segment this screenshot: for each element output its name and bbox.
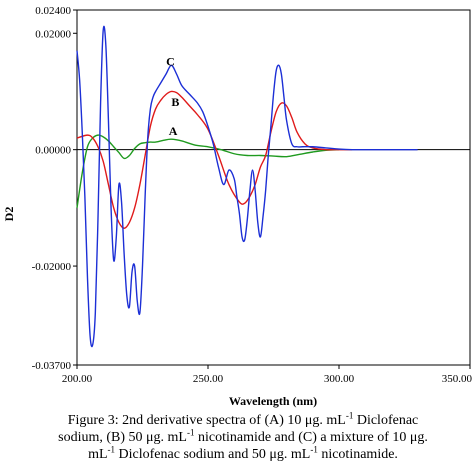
y-tick-label: 0.02000	[35, 28, 71, 40]
caption-superscript: -1	[107, 444, 116, 455]
caption-line-1: Figure 3: 2nd derivative spectra of (A) …	[28, 410, 458, 429]
series-label-c: C	[166, 54, 175, 68]
caption-text: Diclofenac	[353, 413, 419, 428]
y-axis-title: D2	[2, 207, 16, 222]
series-label-a: A	[169, 124, 178, 138]
caption-text: nicotinamide and (C) a mixture of 10 μg.	[194, 430, 428, 445]
y-tick-label: -0.02000	[32, 261, 72, 273]
caption-superscript: -1	[186, 427, 195, 438]
series-lines	[76, 25, 418, 348]
x-tick-label: 350.00	[442, 373, 473, 385]
series-line-a	[76, 134, 340, 208]
x-tick-label: 300.00	[324, 373, 355, 385]
y-axis-ticks: 0.02400 0.02000 0.00000 -0.02000 -0.03700	[32, 5, 77, 372]
caption-line-3: mL-1 Diclofenac sodium and 50 μg. mL-1 n…	[28, 444, 458, 463]
x-tick-label: 200.00	[62, 373, 93, 385]
y-tick-label: -0.03700	[32, 360, 72, 372]
x-axis-ticks: 200.00 250.00 300.00 350.00	[62, 365, 473, 385]
series-line-b	[76, 90, 353, 229]
x-tick-label: 250.00	[193, 373, 224, 385]
caption-text: sodium, (B) 50 μg. mL	[58, 430, 187, 445]
caption-text: mL	[88, 447, 108, 462]
y-tick-label: 0.00000	[35, 145, 71, 157]
caption-line-2: sodium, (B) 50 μg. mL-1 nicotinamide and…	[28, 427, 458, 446]
plot-frame	[76, 9, 471, 366]
caption-superscript: -1	[345, 410, 354, 421]
series-line-c	[76, 25, 418, 348]
caption-text: Figure 3: 2nd derivative spectra of (A) …	[67, 413, 346, 428]
caption-text: Diclofenac sodium and 50 μg. mL	[115, 447, 311, 462]
caption-text: nicotinamide.	[317, 447, 398, 462]
series-labels: A B C	[166, 54, 179, 138]
spectra-chart: 0.02400 0.02000 0.00000 -0.02000 -0.03700 20…	[2, 5, 473, 408]
caption-superscript: -1	[310, 444, 318, 455]
series-label-b: B	[171, 95, 179, 109]
figure-caption: Figure 3: 2nd derivative spectra of (A) …	[28, 410, 458, 463]
x-axis-title: Wavelength (nm)	[229, 394, 317, 408]
y-tick-label: 0.02400	[35, 5, 71, 17]
